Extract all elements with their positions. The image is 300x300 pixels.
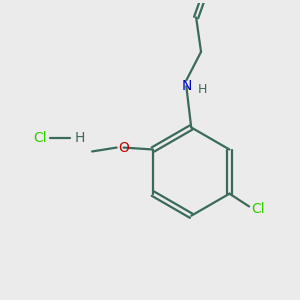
Text: N: N bbox=[181, 79, 191, 93]
Text: H: H bbox=[74, 131, 85, 145]
Text: H: H bbox=[197, 82, 207, 96]
Text: Cl: Cl bbox=[251, 202, 265, 216]
Text: O: O bbox=[118, 140, 129, 154]
Text: Cl: Cl bbox=[33, 131, 47, 145]
